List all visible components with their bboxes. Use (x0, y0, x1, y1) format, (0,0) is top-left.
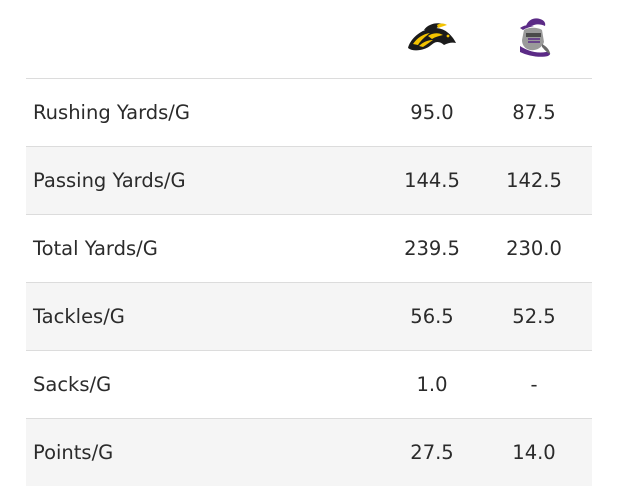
team-a-value: 239.5 (404, 237, 460, 260)
stat-label: Rushing Yards/G (33, 101, 190, 124)
team-a-value: 27.5 (410, 441, 454, 464)
stat-label: Points/G (33, 441, 114, 464)
team-a-value: 1.0 (416, 373, 448, 396)
team-a-value: 95.0 (410, 101, 454, 124)
team-b-value: 87.5 (512, 101, 556, 124)
stat-label: Passing Yards/G (33, 169, 186, 192)
team-stats-comparison-table: Rushing Yards/G 95.0 87.5 Passing Yards/… (26, 0, 592, 486)
table-row: Tackles/G 56.5 52.5 (26, 283, 592, 351)
stat-label: Sacks/G (33, 373, 112, 396)
team-b-value: - (530, 373, 538, 396)
table-row: Points/G 27.5 14.0 (26, 419, 592, 486)
team-a-value: 56.5 (410, 305, 454, 328)
table-header (26, 0, 592, 79)
stat-label: Tackles/G (33, 305, 125, 328)
table-row: Rushing Yards/G 95.0 87.5 (26, 79, 592, 147)
team-b-value: 230.0 (506, 237, 562, 260)
table-row: Sacks/G 1.0 - (26, 351, 592, 419)
team-b-value: 14.0 (512, 441, 556, 464)
team-b-value: 52.5 (512, 305, 556, 328)
table-row: Total Yards/G 239.5 230.0 (26, 215, 592, 283)
team-b-value: 142.5 (506, 169, 562, 192)
team-a-value: 144.5 (404, 169, 460, 192)
table-row: Passing Yards/G 144.5 142.5 (26, 147, 592, 215)
knight-logo-icon (520, 18, 551, 57)
mustang-logo-icon (408, 23, 456, 51)
stat-label: Total Yards/G (33, 237, 158, 260)
